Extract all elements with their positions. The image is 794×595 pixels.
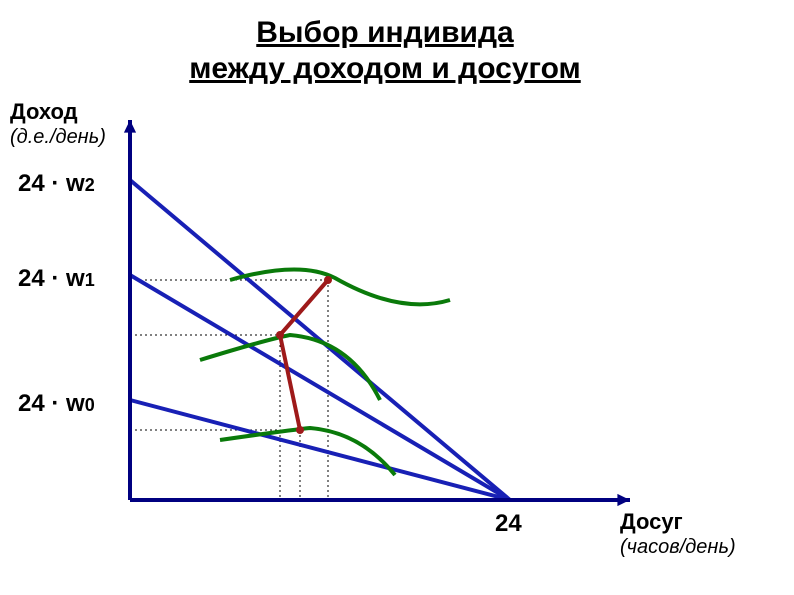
y-tick-1: 24 · w1	[18, 265, 95, 293]
x-tick-24: 24	[495, 510, 522, 538]
y-tick-2: 24 · w0	[18, 390, 95, 418]
y-tick-0: 24 · w2	[18, 170, 95, 198]
chart-canvas	[0, 0, 794, 595]
